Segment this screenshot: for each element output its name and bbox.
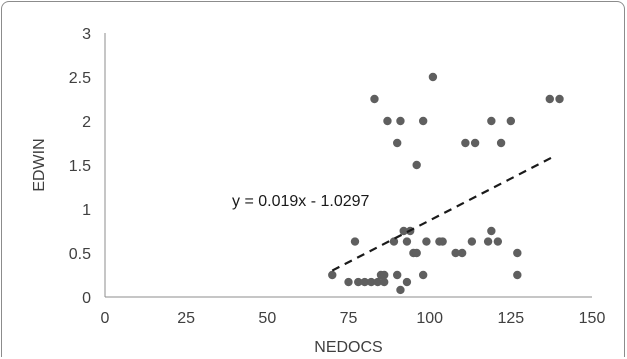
data-point bbox=[506, 116, 516, 126]
data-point bbox=[396, 285, 405, 295]
data-point bbox=[483, 237, 493, 246]
data-point bbox=[418, 270, 428, 280]
y-tick-label: 2 bbox=[82, 114, 91, 131]
y-tick-label: 0 bbox=[82, 290, 91, 307]
x-axis-title: NEDOCS bbox=[314, 339, 382, 356]
data-point bbox=[383, 116, 392, 126]
data-point bbox=[461, 138, 470, 148]
x-tick-label: 150 bbox=[579, 310, 606, 327]
data-point bbox=[513, 270, 522, 280]
data-point bbox=[396, 116, 405, 126]
data-point bbox=[389, 237, 399, 246]
y-tick-label: 1 bbox=[82, 202, 91, 219]
data-point bbox=[350, 237, 360, 246]
y-tick-label: 2.5 bbox=[69, 70, 91, 87]
data-point bbox=[412, 160, 421, 170]
x-tick-label: 50 bbox=[258, 310, 276, 327]
data-point bbox=[555, 94, 564, 104]
data-point bbox=[354, 277, 363, 287]
y-tick-label: 3 bbox=[82, 26, 91, 43]
x-tick-label: 75 bbox=[340, 310, 358, 327]
y-axis-title: EDWIN bbox=[31, 138, 48, 191]
data-point bbox=[496, 138, 506, 148]
data-point bbox=[422, 237, 431, 246]
data-point bbox=[457, 248, 467, 258]
x-tick-labels: 0 25 50 75 100 125 150 bbox=[101, 310, 606, 327]
y-tick-label: 0.5 bbox=[69, 246, 91, 263]
data-point bbox=[399, 226, 408, 236]
data-point bbox=[367, 277, 376, 287]
data-point bbox=[380, 270, 389, 280]
x-tick-label: 25 bbox=[177, 310, 195, 327]
data-point bbox=[451, 248, 460, 258]
trendline-equation: y = 0.019x - 1.0297 bbox=[232, 193, 370, 210]
data-point bbox=[412, 248, 421, 258]
data-point bbox=[370, 94, 379, 104]
data-point bbox=[344, 277, 353, 287]
y-tick-label: 1.5 bbox=[69, 158, 91, 175]
data-point bbox=[487, 116, 496, 126]
data-point bbox=[402, 237, 412, 246]
data-point bbox=[467, 237, 477, 246]
data-point bbox=[545, 94, 554, 104]
data-point bbox=[393, 138, 402, 148]
data-point bbox=[428, 72, 438, 82]
x-tick-label: 100 bbox=[416, 310, 443, 327]
data-point bbox=[513, 248, 522, 258]
x-tick-label: 0 bbox=[101, 310, 110, 327]
data-points bbox=[328, 72, 564, 295]
data-point bbox=[418, 116, 428, 126]
data-point bbox=[493, 237, 503, 246]
trendline bbox=[331, 154, 557, 272]
data-point bbox=[487, 226, 496, 236]
axes bbox=[104, 33, 592, 298]
data-point bbox=[393, 270, 402, 280]
data-point bbox=[402, 277, 412, 287]
data-point bbox=[438, 237, 447, 246]
data-point bbox=[373, 277, 382, 287]
data-point bbox=[360, 277, 369, 287]
x-tick-label: 125 bbox=[497, 310, 524, 327]
data-point bbox=[328, 270, 337, 280]
y-tick-labels: 0 0.5 1 1.5 2 2.5 3 bbox=[69, 26, 91, 307]
data-point bbox=[470, 138, 480, 148]
data-point bbox=[380, 277, 389, 287]
